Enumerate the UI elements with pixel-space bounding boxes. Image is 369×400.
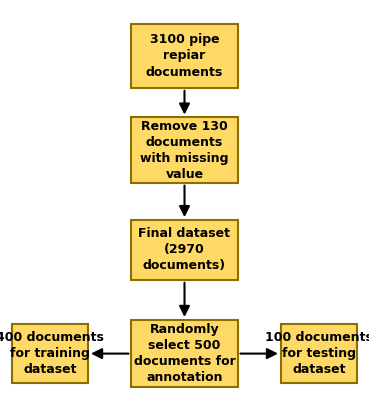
FancyBboxPatch shape bbox=[131, 320, 238, 387]
FancyBboxPatch shape bbox=[131, 118, 238, 183]
FancyBboxPatch shape bbox=[131, 220, 238, 280]
FancyBboxPatch shape bbox=[131, 24, 238, 88]
Text: 400 documents
for training
dataset: 400 documents for training dataset bbox=[0, 331, 104, 376]
FancyBboxPatch shape bbox=[12, 324, 88, 383]
Text: 3100 pipe
repiar
documents: 3100 pipe repiar documents bbox=[146, 34, 223, 78]
Text: Remove 130
documents
with missing
value: Remove 130 documents with missing value bbox=[140, 120, 229, 180]
Text: Randomly
select 500
documents for
annotation: Randomly select 500 documents for annota… bbox=[134, 323, 235, 384]
FancyBboxPatch shape bbox=[281, 324, 357, 383]
Text: Final dataset
(2970
documents): Final dataset (2970 documents) bbox=[138, 228, 231, 272]
Text: 100 documents
for testing
dataset: 100 documents for testing dataset bbox=[265, 331, 369, 376]
